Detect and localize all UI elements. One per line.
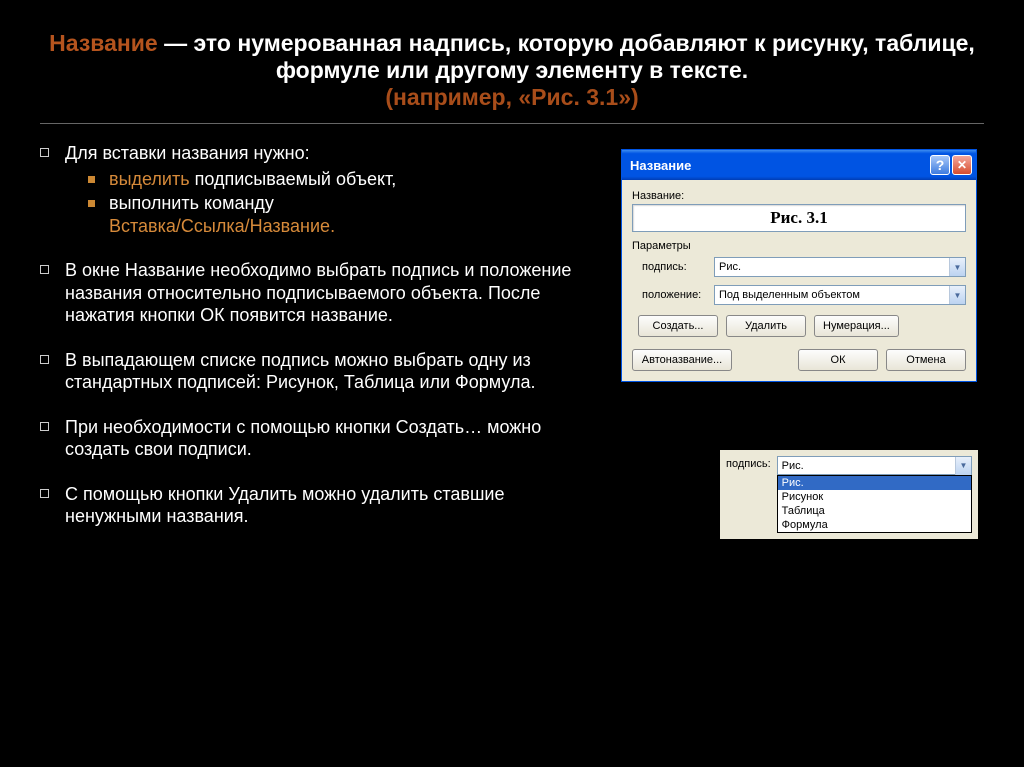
bullet-5: С помощью кнопки Удалить можно удалить с…	[40, 483, 584, 528]
bullet-1: Для вставки названия нужно:	[40, 142, 584, 165]
bullet-marker-icon	[40, 148, 49, 157]
position-combo[interactable]: Под выделенным объектом ▼	[714, 285, 966, 305]
bullet-2: В окне Название необходимо выбрать подпи…	[40, 259, 584, 327]
dropdown-selected-text: Рис.	[782, 460, 804, 472]
position-label: положение:	[632, 289, 708, 301]
title-accent: Название	[49, 30, 158, 56]
sub-1a-orange: выделить	[109, 169, 190, 189]
bullet-marker-icon	[40, 355, 49, 364]
sub-1a-rest: подписываемый объект,	[190, 169, 397, 189]
numbering-button[interactable]: Нумерация...	[814, 315, 899, 337]
name-label: Название:	[632, 190, 966, 202]
dropdown-item[interactable]: Рисунок	[778, 490, 971, 504]
slide-title: Название — это нумерованная надпись, кот…	[40, 30, 984, 124]
title-example: (например, «Рис. 3.1»)	[385, 84, 638, 110]
caption-value: Рис.	[719, 261, 741, 273]
cancel-button[interactable]: Отмена	[886, 349, 966, 371]
help-icon[interactable]: ?	[930, 155, 950, 175]
bullet-2-text: В окне Название необходимо выбрать подпи…	[65, 259, 584, 327]
sub-bullet-1b: выполнить команду Вставка/Ссылка/Названи…	[88, 192, 584, 237]
position-value: Под выделенным объектом	[719, 289, 860, 301]
bullet-1-text: Для вставки названия нужно:	[65, 142, 310, 165]
ok-button[interactable]: ОК	[798, 349, 878, 371]
dropdown-item[interactable]: Таблица	[778, 504, 971, 518]
dropdown-selected[interactable]: Рис. ▼	[777, 456, 972, 475]
title-dash: —	[158, 30, 194, 56]
dropdown-item[interactable]: Формула	[778, 518, 971, 532]
caption-combo[interactable]: Рис. ▼	[714, 257, 966, 277]
bullet-3-text: В выпадающем списке подпись можно выбрат…	[65, 349, 584, 394]
image-column: Название ? ✕ Название: Рис. 3.1 Параметр…	[614, 142, 984, 550]
sub-bullet-1a: выделить подписываемый объект,	[88, 168, 584, 191]
bullet-4: При необходимости с помощью кнопки Созда…	[40, 416, 584, 461]
dropdown-screenshot: подпись: Рис. ▼ Рис. Рисунок Таблица Фор…	[714, 444, 984, 545]
dropdown-list: Рис. Рисунок Таблица Формула	[777, 475, 972, 533]
close-icon[interactable]: ✕	[952, 155, 972, 175]
caption-label: подпись:	[632, 261, 708, 273]
dialog-titlebar[interactable]: Название ? ✕	[622, 150, 976, 180]
sub-bullet-marker-icon	[88, 200, 95, 207]
sub-1b-text: выполнить команду	[109, 193, 274, 213]
params-label: Параметры	[632, 240, 966, 252]
dropdown-label: подпись:	[726, 456, 771, 470]
bullet-marker-icon	[40, 422, 49, 431]
chevron-down-icon: ▼	[949, 286, 965, 304]
text-column: Для вставки названия нужно: выделить под…	[40, 142, 594, 550]
bullet-marker-icon	[40, 265, 49, 274]
sub-bullet-marker-icon	[88, 176, 95, 183]
bullet-marker-icon	[40, 489, 49, 498]
sub-1b-orange: Вставка/Ссылка/Название.	[109, 216, 335, 236]
dropdown-item[interactable]: Рис.	[778, 476, 971, 490]
chevron-down-icon: ▼	[955, 457, 971, 475]
bullet-3: В выпадающем списке подпись можно выбрат…	[40, 349, 584, 394]
name-input[interactable]: Рис. 3.1	[632, 204, 966, 232]
caption-dialog: Название ? ✕ Название: Рис. 3.1 Параметр…	[621, 149, 977, 382]
title-rest: это нумерованная надпись, которую добавл…	[194, 30, 975, 83]
dialog-title: Название	[630, 158, 691, 173]
bullet-5-text: С помощью кнопки Удалить можно удалить с…	[65, 483, 584, 528]
autolabel-button[interactable]: Автоназвание...	[632, 349, 732, 371]
chevron-down-icon: ▼	[949, 258, 965, 276]
create-button[interactable]: Создать...	[638, 315, 718, 337]
bullet-4-text: При необходимости с помощью кнопки Созда…	[65, 416, 584, 461]
delete-button[interactable]: Удалить	[726, 315, 806, 337]
